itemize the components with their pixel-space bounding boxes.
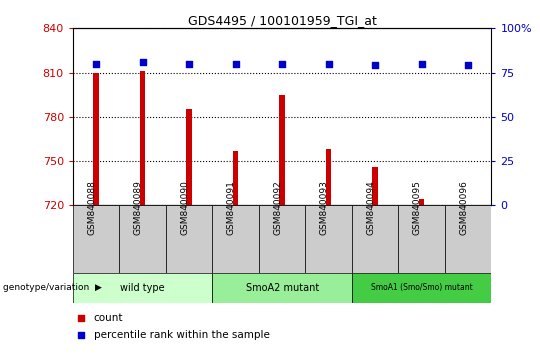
Bar (399, 205, 445, 273)
Bar (419, 199, 424, 205)
Bar (73, 205, 119, 273)
Bar (186, 109, 192, 205)
Bar (373, 167, 378, 205)
Bar (119, 205, 166, 273)
Title: GDS4495 / 100101959_TGI_at: GDS4495 / 100101959_TGI_at (188, 14, 376, 27)
Point (371, 63, 380, 68)
Point (185, 61, 193, 67)
Text: GSM840089: GSM840089 (134, 180, 143, 235)
Text: GSM840091: GSM840091 (227, 180, 235, 235)
Point (77, 315, 86, 321)
Text: GSM840093: GSM840093 (320, 180, 329, 235)
Bar (140, 71, 145, 205)
Point (231, 61, 240, 67)
Bar (73, 273, 212, 303)
Bar (352, 273, 491, 303)
Point (77, 332, 86, 337)
Text: GSM840088: GSM840088 (87, 180, 96, 235)
Bar (233, 151, 239, 205)
Bar (352, 205, 399, 273)
Point (417, 61, 426, 67)
Bar (306, 205, 352, 273)
Text: GSM840090: GSM840090 (180, 180, 189, 235)
Point (138, 59, 147, 65)
Point (278, 61, 286, 67)
Text: percentile rank within the sample: percentile rank within the sample (94, 330, 269, 339)
Bar (259, 205, 306, 273)
Bar (93, 73, 99, 205)
Point (92, 61, 100, 67)
Bar (326, 149, 332, 205)
Text: count: count (94, 313, 123, 323)
Bar (212, 205, 259, 273)
Text: genotype/variation  ▶: genotype/variation ▶ (3, 283, 102, 292)
Point (464, 63, 472, 68)
Bar (279, 95, 285, 205)
Text: SmoA1 (Smo/Smo) mutant: SmoA1 (Smo/Smo) mutant (371, 283, 472, 292)
Text: SmoA2 mutant: SmoA2 mutant (246, 282, 319, 293)
Text: GSM840092: GSM840092 (273, 180, 282, 235)
Text: GSM840096: GSM840096 (459, 180, 468, 235)
Bar (445, 205, 491, 273)
Point (325, 61, 333, 67)
Text: GSM840095: GSM840095 (413, 180, 422, 235)
Text: wild type: wild type (120, 282, 165, 293)
Text: GSM840094: GSM840094 (366, 180, 375, 235)
Bar (212, 273, 352, 303)
Bar (166, 205, 212, 273)
